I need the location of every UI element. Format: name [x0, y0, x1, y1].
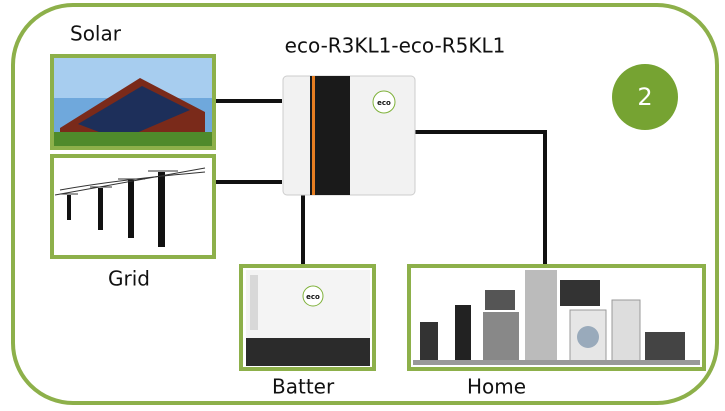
node-label: Grid: [108, 267, 150, 291]
node-label: Solar: [70, 22, 122, 46]
node-label: Batter: [272, 375, 335, 399]
badge-text: 2: [637, 83, 652, 111]
inverter: eco: [283, 76, 415, 195]
solar-box: [52, 56, 214, 148]
title: eco-R3KL1-eco-R5KL1: [285, 34, 506, 58]
grid-box: [52, 156, 214, 257]
logo: eco: [377, 99, 391, 107]
home-box: [409, 266, 704, 369]
battery-box: eco: [241, 266, 374, 369]
logo: eco: [306, 293, 320, 301]
node-label: Home: [467, 375, 526, 399]
diagram: Solar Grid eco eco-R3KL1-eco-R5KL1 2: [0, 0, 725, 411]
